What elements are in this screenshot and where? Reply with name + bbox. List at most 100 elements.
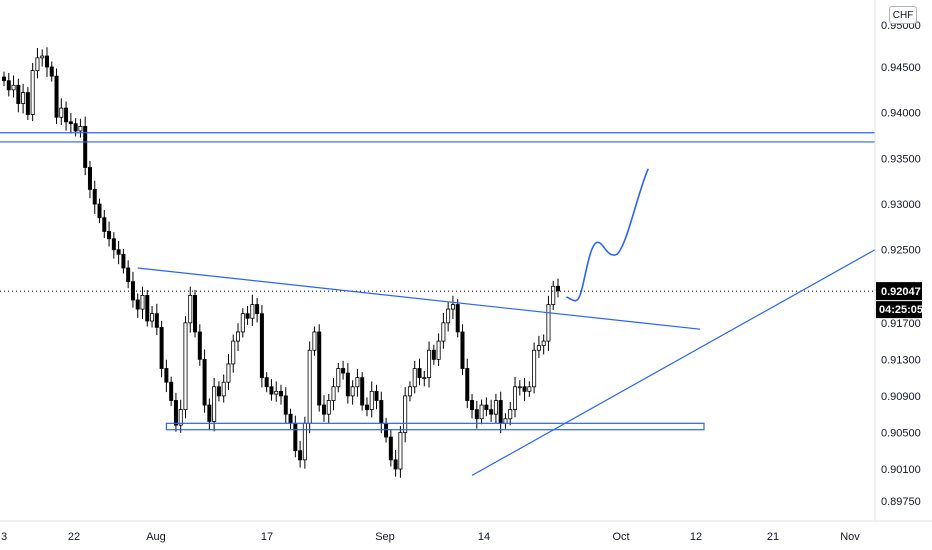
candle [513, 376, 518, 418]
candle [503, 413, 508, 429]
candle [293, 415, 298, 458]
candle [207, 398, 212, 431]
candle-body [446, 308, 451, 324]
candle [317, 324, 322, 412]
candle-body [536, 345, 541, 351]
candle-body [255, 304, 260, 315]
candle [417, 358, 422, 386]
candle-body [73, 123, 78, 132]
candle [360, 372, 365, 411]
candle [135, 293, 140, 318]
support-zone-rectangle[interactable] [165, 422, 705, 431]
candle [245, 306, 250, 325]
candle [197, 324, 202, 366]
candle [107, 221, 112, 247]
candle-body [546, 304, 551, 342]
candle-body [111, 238, 116, 251]
candle [393, 449, 398, 477]
candle-body [92, 189, 97, 205]
candle-body [226, 363, 231, 383]
candle-body [259, 313, 264, 379]
candle-body [321, 404, 326, 415]
candle [283, 387, 288, 425]
candle [202, 349, 207, 413]
time-axis[interactable]: 3 22 Aug 17 Sep 14 Oct 12 21 Nov [0, 520, 932, 543]
candle-body [236, 331, 241, 342]
candle-body [398, 432, 403, 470]
candle [341, 360, 346, 380]
countdown-tag-bg [876, 301, 922, 319]
candle [274, 381, 279, 402]
candle-body [135, 299, 140, 310]
candle-body [302, 422, 307, 461]
candle [431, 344, 436, 365]
candle [83, 116, 88, 176]
candle-body [188, 295, 193, 324]
time-tick-label: 17 [261, 531, 273, 543]
price-tick-label: 0.91300 [881, 354, 921, 366]
candle [403, 387, 408, 443]
candle-body [288, 413, 293, 424]
candle-body [364, 404, 369, 411]
candle-body [489, 409, 494, 415]
candle-body [207, 404, 212, 422]
candle [97, 198, 102, 224]
candle-body [441, 322, 446, 342]
candle [164, 359, 169, 393]
candle [73, 118, 78, 137]
price-axis[interactable]: 0.94500 0.94000 0.93500 0.93000 0.92500 0.917… [874, 0, 923, 521]
projection-path[interactable] [566, 168, 649, 302]
candle [412, 360, 417, 394]
candle-body [173, 400, 178, 426]
candle-body [164, 368, 169, 383]
candle-body [532, 349, 537, 388]
time-tick-label: 3 [1, 531, 7, 543]
price-tick-label: 0.92500 [881, 245, 921, 257]
candle-body [83, 125, 88, 168]
candle [369, 381, 374, 418]
countdown-label: 04:25:05 [879, 304, 923, 316]
candle [479, 399, 484, 425]
ascending-trendline[interactable] [471, 249, 876, 476]
candle [350, 380, 355, 405]
candle-body [379, 400, 384, 424]
candle [388, 429, 393, 467]
candle-body [317, 331, 322, 406]
candle [470, 393, 475, 419]
candle [527, 381, 532, 397]
candle [111, 232, 116, 259]
candle-body [78, 125, 83, 132]
candle-body [121, 253, 126, 269]
candle-body [35, 57, 40, 72]
candle-body [140, 295, 145, 310]
candle-body [102, 217, 107, 232]
candle-body [503, 418, 508, 424]
currency-badge[interactable]: CHF [889, 6, 917, 24]
candle-body [513, 386, 518, 411]
candle [288, 408, 293, 429]
candle [87, 160, 92, 199]
candle-body [59, 107, 64, 118]
candle [154, 303, 159, 336]
candle [102, 210, 107, 239]
candle [150, 306, 155, 328]
candle [188, 286, 193, 333]
price-tick-label: 0.93500 [881, 153, 921, 165]
candle [551, 280, 556, 311]
candle-body [527, 386, 532, 392]
descending-trendline[interactable] [137, 267, 701, 330]
candle-body [54, 75, 59, 118]
candle [145, 289, 150, 327]
price-tick-label: 0.94000 [881, 108, 921, 120]
candle-body [484, 404, 489, 411]
candle-body [183, 322, 188, 411]
candle-body [427, 349, 432, 379]
candle-body [278, 390, 283, 397]
candle-body [498, 400, 503, 424]
candle-body [455, 304, 460, 333]
candle-body [331, 386, 336, 401]
candle [40, 49, 45, 67]
time-tick-label: 14 [478, 531, 490, 543]
price-tick-label: 0.93000 [881, 199, 921, 211]
